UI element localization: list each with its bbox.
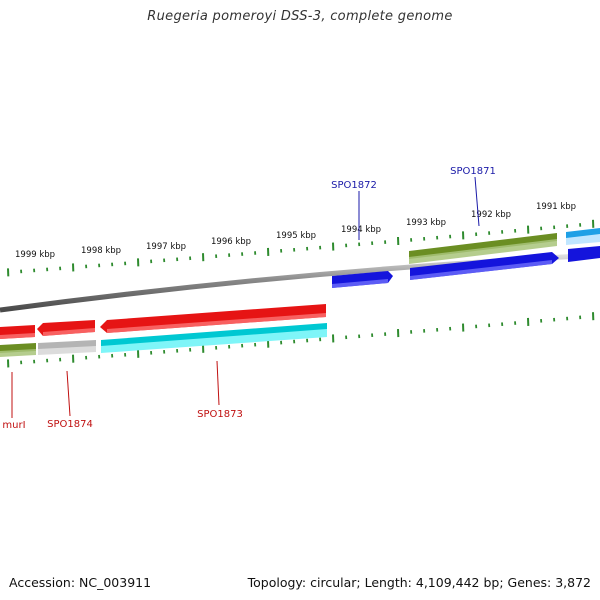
gene-label-spo1872[interactable]: SPO1872 — [331, 180, 377, 191]
map-title: Ruegeria pomeroyi DSS-3, complete genome — [147, 9, 453, 24]
gene-arrow-next[interactable] — [568, 246, 600, 262]
scale-label-1991: 1991 kbp — [536, 202, 576, 212]
scale-label-1998: 1998 kbp — [81, 246, 121, 256]
scale-ticks-upper — [7, 219, 595, 277]
gene-label-spo1873[interactable]: SPO1873 — [197, 409, 243, 420]
reverse-cds-track — [0, 304, 326, 339]
scale-label-1997: 1997 kbp — [146, 242, 186, 252]
gene-label-spo1871[interactable]: SPO1871 — [450, 166, 496, 177]
scale-label-1993: 1993 kbp — [406, 218, 446, 228]
reverse-cog-track — [0, 323, 327, 357]
forward-cog-track — [409, 228, 600, 264]
scale-label-1992: 1992 kbp — [471, 210, 511, 220]
gene-label-muri[interactable]: murI — [2, 420, 25, 431]
forward-cds-track — [332, 246, 600, 288]
scale-label-1996: 1996 kbp — [211, 237, 251, 247]
leader-line-spo1871 — [474, 176, 480, 227]
accession-text: Accession: NC_003911 — [9, 575, 152, 590]
gene-label-spo1874[interactable]: SPO1874 — [47, 419, 93, 430]
scale-label-1999: 1999 kbp — [15, 250, 55, 260]
genome-stats-text: Topology: circular; Length: 4,109,442 bp… — [247, 575, 591, 590]
leader-line-spo1874 — [66, 370, 71, 417]
scale-ticks-lower — [7, 312, 595, 368]
scale-label-1994: 1994 kbp — [341, 225, 381, 235]
leader-line-spo1873 — [216, 360, 220, 406]
scale-label-1995: 1995 kbp — [276, 231, 316, 241]
